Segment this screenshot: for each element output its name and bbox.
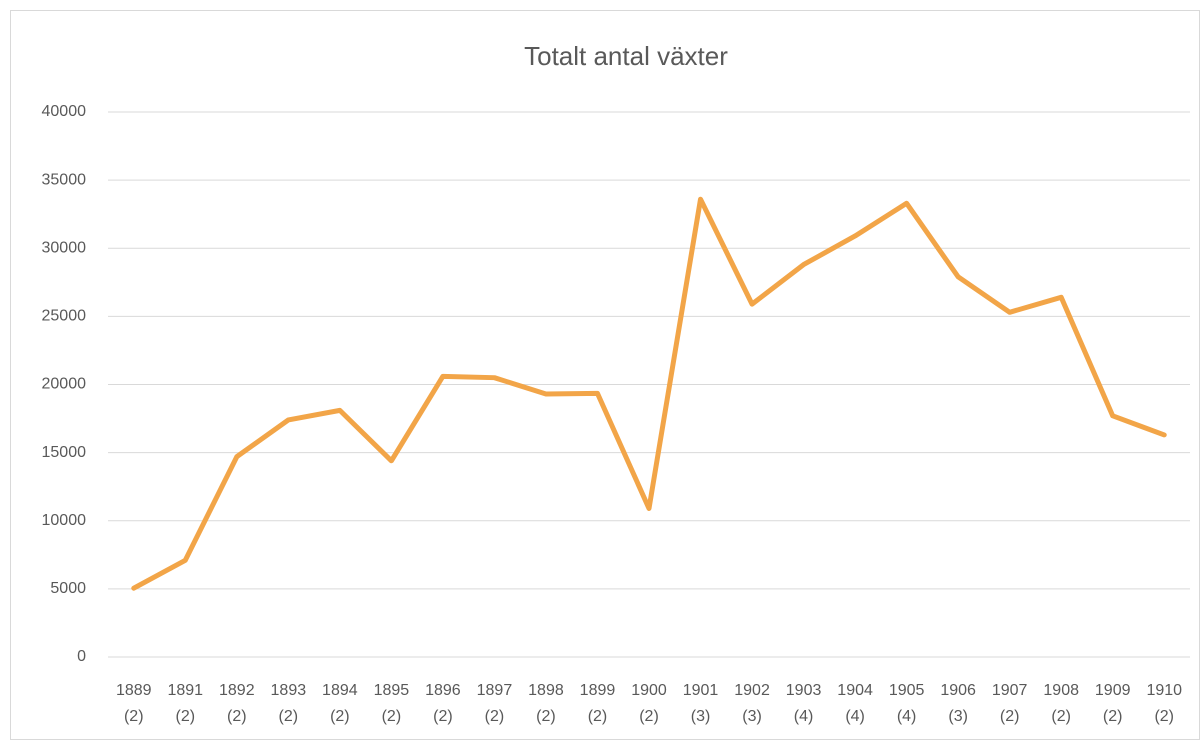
x-tick-label: (2) — [176, 708, 196, 725]
x-tick-label: (2) — [1000, 708, 1020, 725]
x-tick-label: (4) — [845, 708, 865, 725]
y-tick-label: 0 — [77, 648, 86, 665]
line-series — [131, 196, 1167, 591]
x-tick-label: 1906 — [940, 682, 976, 699]
x-tick-label: 1908 — [1043, 682, 1079, 699]
x-tick-label: (2) — [1051, 708, 1071, 725]
x-tick-label: (2) — [227, 708, 247, 725]
x-tick-label: 1892 — [219, 682, 255, 699]
y-tick-label: 20000 — [42, 376, 87, 393]
x-tick-label: 1901 — [683, 682, 719, 699]
x-tick-label: 1910 — [1146, 682, 1182, 699]
chart-title: Totalt antal växter — [524, 41, 728, 71]
x-tick-label: (4) — [794, 708, 814, 725]
x-tick-label: 1897 — [477, 682, 513, 699]
y-tick-label: 25000 — [42, 308, 87, 325]
x-tick-label: (2) — [485, 708, 505, 725]
y-tick-label: 30000 — [42, 239, 87, 256]
x-tick-label: 1903 — [786, 682, 822, 699]
y-tick-label: 10000 — [42, 512, 87, 529]
x-tick-label: 1889 — [116, 682, 152, 699]
x-tick-label: (2) — [124, 708, 144, 725]
x-tick-label: (3) — [691, 708, 711, 725]
x-tick-label: (2) — [588, 708, 608, 725]
x-tick-label: 1905 — [889, 682, 925, 699]
x-tick-label: 1891 — [167, 682, 203, 699]
x-tick-label: (2) — [330, 708, 350, 725]
x-tick-label: 1907 — [992, 682, 1028, 699]
x-tick-label: 1893 — [271, 682, 307, 699]
y-tick-label: 5000 — [50, 580, 86, 597]
x-tick-label: (3) — [742, 708, 762, 725]
x-tick-label: (3) — [948, 708, 968, 725]
x-tick-label: (2) — [1154, 708, 1174, 725]
x-tick-label: 1900 — [631, 682, 667, 699]
x-tick-label: 1899 — [580, 682, 616, 699]
y-tick-label: 35000 — [42, 171, 87, 188]
x-tick-label: 1896 — [425, 682, 461, 699]
y-tick-label: 40000 — [42, 103, 87, 120]
x-tick-label: (4) — [897, 708, 917, 725]
x-tick-label: (2) — [433, 708, 453, 725]
x-tick-label: (2) — [382, 708, 402, 725]
x-tick-label: 1898 — [528, 682, 564, 699]
x-tick-label: (2) — [279, 708, 299, 725]
y-tick-label: 15000 — [42, 444, 87, 461]
x-tick-label: 1894 — [322, 682, 358, 699]
x-tick-label: 1902 — [734, 682, 770, 699]
x-tick-label: (2) — [1103, 708, 1123, 725]
x-tick-label: 1909 — [1095, 682, 1131, 699]
chart-frame — [10, 10, 1200, 740]
x-tick-label: (2) — [536, 708, 556, 725]
x-tick-label: 1904 — [837, 682, 873, 699]
x-tick-label: 1895 — [374, 682, 410, 699]
x-tick-label: (2) — [639, 708, 659, 725]
